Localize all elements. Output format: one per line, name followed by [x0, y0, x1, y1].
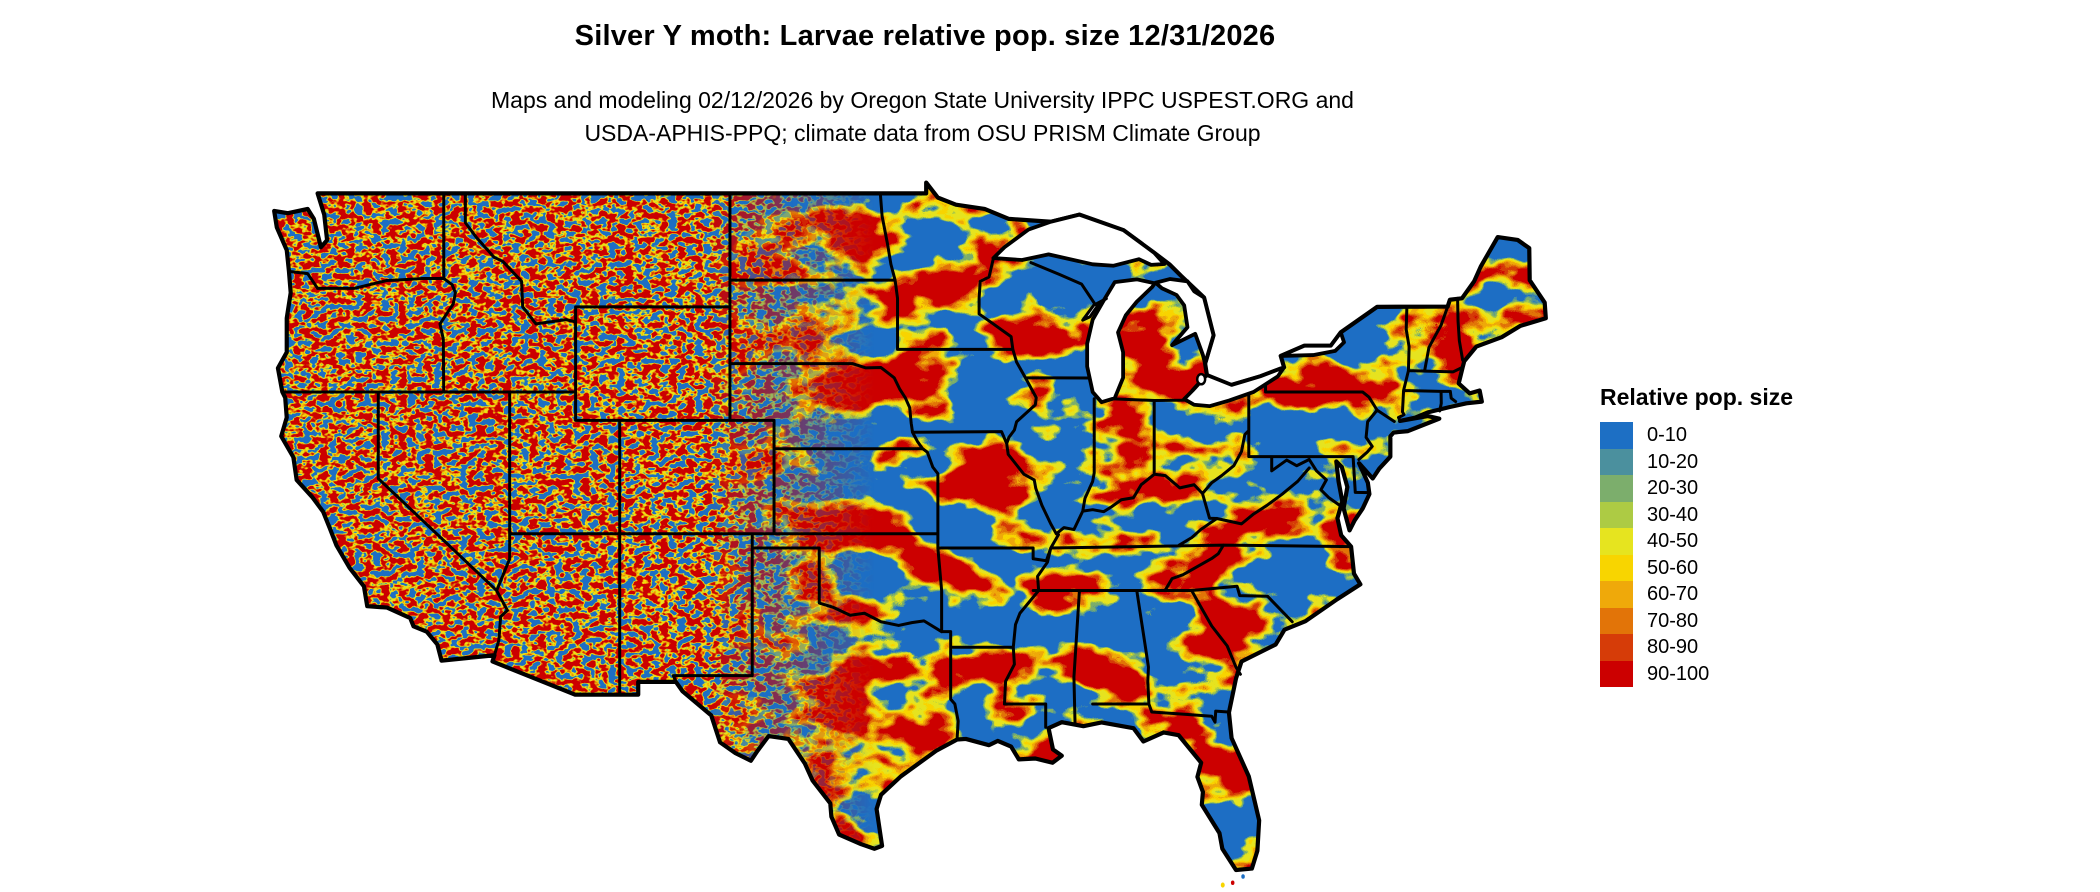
legend-swatch [1600, 448, 1633, 475]
legend-label: 70-80 [1647, 609, 1699, 632]
lake-michigan [1087, 279, 1155, 402]
map-subtitle: Maps and modeling 02/12/2026 by Oregon S… [0, 84, 1845, 150]
green-bay [1083, 299, 1107, 321]
lake-st-clair [1197, 374, 1205, 384]
florida-keys [1220, 874, 1245, 888]
legend-entry: 80-90 [1600, 634, 1793, 661]
us-map [268, 165, 1558, 892]
subtitle-line-2: USDA-APHIS-PPQ; climate data from OSU PR… [584, 120, 1261, 146]
legend-title: Relative pop. size [1600, 384, 1794, 410]
legend-label: 30-40 [1647, 503, 1699, 526]
legend-label: 0-10 [1647, 424, 1688, 446]
legend-entry: 10-20 [1600, 448, 1793, 475]
legend-swatch [1600, 581, 1633, 608]
legend-label: 40-50 [1647, 530, 1699, 552]
legend-label: 80-90 [1647, 636, 1699, 658]
legend-entry: 0-10 [1600, 422, 1793, 449]
population-raster [274, 182, 1546, 870]
legend-entry: 50-60 [1600, 554, 1793, 581]
legend-swatch [1600, 501, 1633, 528]
lake-ontario [1281, 332, 1344, 356]
page-title: Silver Y moth: Larvae relative pop. size… [574, 20, 1276, 52]
legend-swatch [1600, 422, 1633, 449]
great-lakes [993, 215, 1344, 406]
lake-huron [1156, 279, 1214, 364]
legend-swatch [1600, 475, 1633, 502]
legend-entry: 30-40 [1600, 501, 1793, 528]
legend-label: 10-20 [1647, 450, 1699, 473]
legend-swatch [1600, 528, 1633, 555]
legend-label: 20-30 [1647, 477, 1699, 499]
legend-entry: 60-70 [1600, 581, 1793, 608]
lake-erie [1184, 367, 1284, 406]
legend-swatch [1600, 634, 1633, 661]
legend: Relative pop. size 0-10 10-20 20-30 30-40 40… [1600, 384, 1793, 687]
legend-swatch [1600, 554, 1633, 581]
legend-entry: 40-50 [1600, 528, 1793, 555]
legend-entry: 90-100 [1600, 660, 1793, 687]
state-borders [282, 193, 1462, 739]
legend-label: 60-70 [1647, 583, 1699, 605]
legend-label: 90-100 [1647, 662, 1710, 685]
legend-swatch [1600, 660, 1633, 687]
lake-superior [993, 215, 1164, 266]
legend-entries: 0-10 10-20 20-30 30-40 40-50 50-60 60-70 70-80 8… [1600, 422, 1793, 687]
legend-swatch [1600, 607, 1633, 634]
subtitle-line-1: Maps and modeling 02/12/2026 by Oregon S… [491, 87, 1354, 113]
legend-entry: 70-80 [1600, 607, 1793, 634]
legend-label: 50-60 [1647, 556, 1699, 579]
legend-entry: 20-30 [1600, 475, 1793, 502]
